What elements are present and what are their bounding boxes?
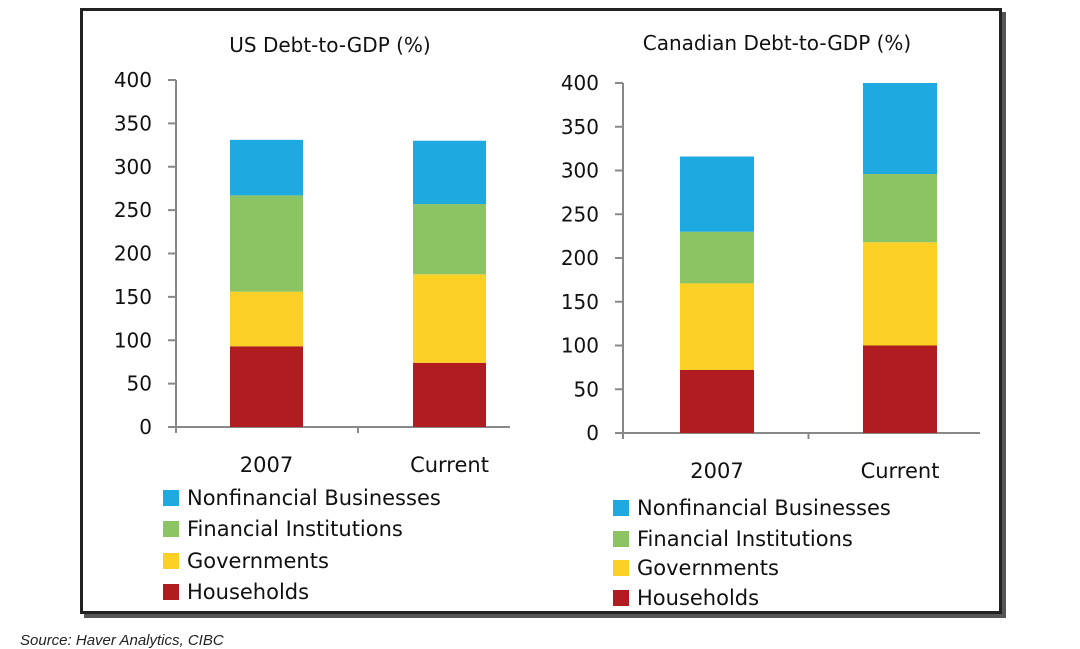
- chart-title: Canadian Debt-to-GDP (%): [643, 31, 911, 55]
- y-tick-label: 100: [114, 328, 152, 352]
- y-tick-label: 200: [561, 246, 599, 270]
- x-tick-label: 2007: [690, 459, 743, 483]
- chart-title: US Debt-to-GDP (%): [229, 33, 430, 57]
- y-tick-label: 200: [114, 242, 152, 266]
- bar-segment-households: [680, 370, 754, 433]
- legend-label: Financial Institutions: [187, 517, 403, 541]
- bar-segment-governments: [863, 242, 937, 346]
- y-tick-label: 150: [114, 285, 152, 309]
- legend-swatch: [163, 521, 179, 537]
- source-note: Source: Haver Analytics, CIBC: [20, 632, 224, 649]
- bar-segment-nonfinancial-businesses: [680, 156, 754, 232]
- legend-swatch: [613, 560, 629, 576]
- legend-label: Households: [187, 580, 309, 604]
- y-tick-label: 100: [561, 334, 599, 358]
- y-tick-label: 350: [561, 115, 599, 139]
- y-tick-label: 250: [114, 198, 152, 222]
- bar-segment-financial-institutions: [413, 204, 486, 275]
- x-tick-label: Current: [410, 453, 489, 477]
- x-tick-label: Current: [861, 459, 940, 483]
- bar-segment-governments: [230, 291, 303, 347]
- y-tick-label: 0: [586, 421, 599, 445]
- legend-swatch: [613, 590, 629, 606]
- legend-label: Governments: [187, 549, 329, 573]
- bar-segment-financial-institutions: [680, 231, 754, 284]
- legend-label: Nonfinancial Businesses: [187, 486, 441, 510]
- y-tick-label: 400: [561, 71, 599, 95]
- y-tick-label: 250: [561, 202, 599, 226]
- y-tick-label: 0: [139, 415, 152, 439]
- bar-segment-governments: [413, 274, 486, 363]
- y-tick-label: 50: [127, 372, 152, 396]
- bar-segment-nonfinancial-businesses: [230, 139, 303, 196]
- bar-segment-governments: [680, 283, 754, 370]
- legend-label: Governments: [637, 556, 779, 580]
- bar-segment-nonfinancial-businesses: [863, 83, 937, 174]
- y-tick-label: 350: [114, 111, 152, 135]
- legend-label: Nonfinancial Businesses: [637, 496, 891, 520]
- legend-swatch: [163, 490, 179, 506]
- legend-swatch: [613, 500, 629, 516]
- legend-swatch: [163, 584, 179, 600]
- bar-segment-nonfinancial-businesses: [413, 140, 486, 205]
- y-tick-label: 150: [561, 290, 599, 314]
- bar-segment-financial-institutions: [863, 174, 937, 243]
- y-tick-label: 300: [561, 159, 599, 183]
- legend-swatch: [163, 553, 179, 569]
- bar-segment-financial-institutions: [230, 195, 303, 292]
- y-tick-label: 50: [574, 377, 599, 401]
- bar-segment-households: [230, 346, 303, 427]
- y-tick-label: 400: [114, 68, 152, 92]
- legend-label: Financial Institutions: [637, 527, 853, 551]
- bar-segment-households: [863, 345, 937, 433]
- bar-segment-households: [413, 362, 486, 427]
- y-tick-label: 300: [114, 155, 152, 179]
- legend-swatch: [613, 531, 629, 547]
- x-tick-label: 2007: [240, 453, 293, 477]
- legend-label: Households: [637, 586, 759, 610]
